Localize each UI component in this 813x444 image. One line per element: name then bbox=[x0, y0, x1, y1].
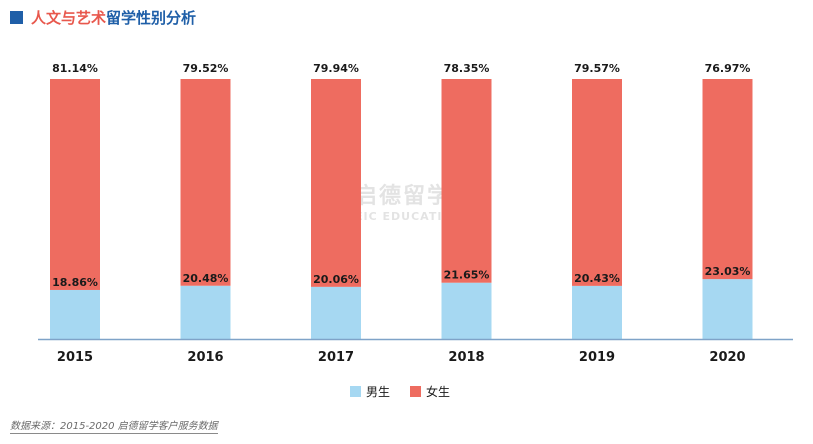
label-male-2018: 21.65% bbox=[444, 269, 490, 282]
label-male-2016: 20.48% bbox=[183, 272, 229, 285]
label-male-2017: 20.06% bbox=[313, 273, 359, 286]
x-tick-2015: 2015 bbox=[57, 350, 93, 365]
title-part-a: 人文与艺术 bbox=[31, 8, 107, 27]
bar-male-2018 bbox=[441, 282, 492, 339]
label-female-2020: 76.97% bbox=[705, 62, 751, 75]
legend-label-female: 女生 bbox=[426, 384, 450, 399]
label-female-2016: 79.52% bbox=[183, 62, 229, 75]
legend-swatch-female bbox=[410, 386, 421, 397]
label-female-2015: 81.14% bbox=[52, 62, 98, 75]
source-note: 数据来源：2015-2020 启德留学客户服务数据 bbox=[10, 421, 218, 434]
x-tick-2017: 2017 bbox=[318, 350, 354, 365]
bar-female-2015 bbox=[50, 79, 100, 290]
label-male-2015: 18.86% bbox=[52, 276, 98, 289]
bar-male-2016 bbox=[180, 285, 231, 339]
label-female-2019: 79.57% bbox=[574, 62, 620, 75]
watermark-text: 启德留学 EIC EDUCATION bbox=[355, 178, 463, 223]
title-square-icon bbox=[10, 10, 23, 24]
title-part-b: 留学性别分析 bbox=[106, 8, 197, 27]
label-male-2020: 23.03% bbox=[705, 265, 751, 278]
bar-female-2018 bbox=[441, 79, 492, 283]
bar-female-2020 bbox=[702, 79, 753, 280]
x-tick-2020: 2020 bbox=[709, 350, 745, 365]
chart-title: 人文与艺术 留学性别分析 bbox=[10, 6, 196, 28]
label-female-2017: 79.94% bbox=[313, 62, 359, 75]
watermark-cn: 启德留学 bbox=[355, 184, 452, 209]
legend-label-male: 男生 bbox=[366, 385, 390, 399]
bar-female-2016 bbox=[180, 79, 231, 286]
x-tick-2019: 2019 bbox=[579, 350, 615, 365]
bar-female-2019 bbox=[572, 79, 622, 286]
x-tick-2016: 2016 bbox=[187, 350, 223, 365]
bar-male-2015 bbox=[50, 289, 100, 339]
label-female-2018: 78.35% bbox=[444, 62, 490, 75]
bar-male-2017 bbox=[311, 286, 361, 339]
bar-male-2020 bbox=[702, 279, 753, 339]
legend-swatch-male bbox=[350, 386, 361, 397]
watermark-en: EIC EDUCATION bbox=[355, 210, 463, 223]
x-tick-2018: 2018 bbox=[448, 350, 484, 365]
bar-female-2017 bbox=[311, 79, 361, 287]
label-male-2019: 20.43% bbox=[574, 272, 620, 285]
bar-male-2019 bbox=[572, 285, 622, 339]
